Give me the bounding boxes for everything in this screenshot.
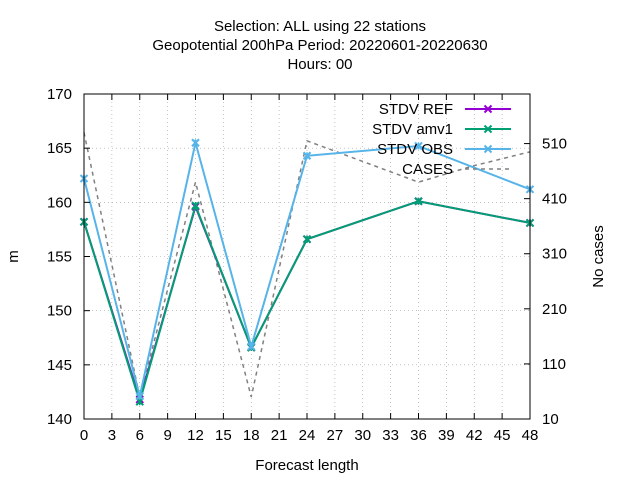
x-tick-label: 15 <box>215 427 232 444</box>
legend-marker <box>483 104 493 114</box>
x-tick-label: 30 <box>354 427 371 444</box>
x-tick-label: 12 <box>187 427 204 444</box>
x-tick-label: 39 <box>438 427 455 444</box>
x-tick-label: 42 <box>466 427 483 444</box>
x-tick-label: 9 <box>163 427 171 444</box>
y-tick-label: 150 <box>47 303 72 320</box>
y2-tick-label: 210 <box>542 301 567 318</box>
legend-label-stdv-obs: STDV OBS <box>377 141 453 158</box>
stdv-amv1-point <box>191 201 200 210</box>
axis-ticks: 0 3 6 9 12 15 18 21 24 27 30 33 36 39 42 45 481401451501… <box>47 86 567 444</box>
stdv-amv1-point <box>414 197 423 206</box>
y-tick-label: 170 <box>47 86 72 103</box>
y2-tick-label: 10 <box>542 411 559 428</box>
legend-label-cases: CASES <box>402 161 453 178</box>
y2-tick-label: 510 <box>542 136 567 153</box>
y-axis-label: m <box>5 250 22 263</box>
cases-series <box>83 132 531 398</box>
x-tick-label: 24 <box>299 427 316 444</box>
stdv-series <box>79 138 535 406</box>
x-tick-label: 6 <box>136 427 144 444</box>
y-tick-label: 165 <box>47 140 72 157</box>
legend-marker <box>483 124 493 134</box>
stdv-obs-point <box>135 392 144 401</box>
x-tick-label: 21 <box>271 427 288 444</box>
stdv-obs-point <box>247 342 256 351</box>
y2-tick-label: 310 <box>542 246 567 263</box>
chart-title-line-1: Selection: ALL using 22 stations <box>213 18 427 35</box>
legend: STDV REF STDV amv1 STDV OBS CASES <box>372 101 511 178</box>
y-tick-label: 160 <box>47 194 72 211</box>
y2-tick-label: 410 <box>542 191 567 208</box>
x-tick-label: 45 <box>494 427 511 444</box>
legend-marker <box>483 144 493 154</box>
y2-tick-label: 110 <box>542 356 566 373</box>
cases-line <box>83 132 531 398</box>
x-tick-label: 27 <box>327 427 344 444</box>
x-tick-label: 33 <box>382 427 399 444</box>
x-tick-label: 0 <box>80 427 88 444</box>
x-axis-label: Forecast length <box>255 457 358 474</box>
stdv-amv1-line <box>83 200 531 406</box>
chart-title-line-2: Geopotential 200hPa Period: 20220601-202… <box>152 37 488 54</box>
x-tick-label: 3 <box>108 427 116 444</box>
stdv-amv1-point <box>302 234 312 244</box>
y-tick-label: 145 <box>47 357 72 374</box>
y-tick-label: 155 <box>47 249 72 266</box>
stdv-obs-point <box>414 141 423 151</box>
legend-label-stdv-amv1: STDV amv1 <box>372 121 453 138</box>
y-tick-label: 140 <box>47 411 72 428</box>
y2-axis-label: No cases <box>590 225 607 288</box>
stdv-obs-point <box>191 138 200 147</box>
x-tick-label: 36 <box>410 427 427 444</box>
x-tick-label: 48 <box>522 427 539 444</box>
stdv-obs-point <box>302 151 312 160</box>
grid <box>83 93 531 420</box>
legend-label-stdv-ref: STDV REF <box>379 101 453 118</box>
chart-title-line-3: Hours: 00 <box>287 56 353 73</box>
x-tick-label: 18 <box>243 427 260 444</box>
